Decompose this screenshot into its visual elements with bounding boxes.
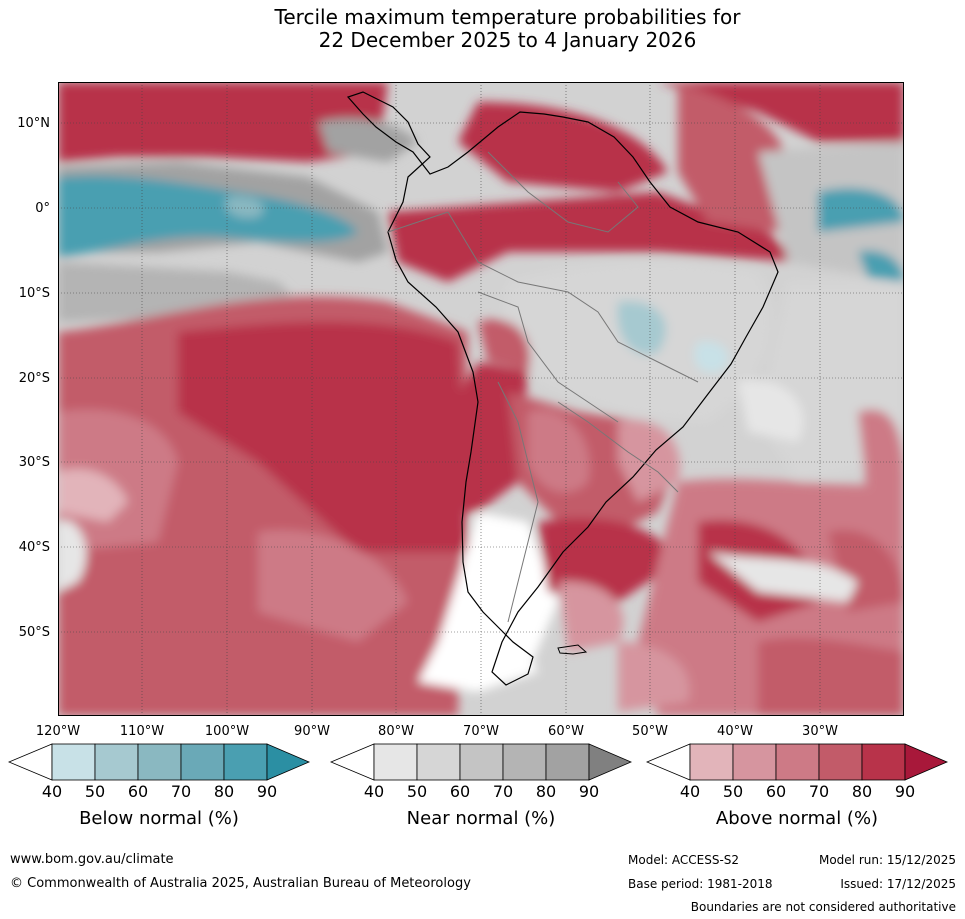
above-tick-50: 50 (722, 782, 744, 801)
colorbar-below-cap-high (266, 743, 310, 781)
map-title-line-1: Tercile maximum temperature probabilitie… (274, 5, 741, 29)
below-tick-90: 90 (256, 782, 278, 801)
lon-label-90w: 90°W (294, 724, 330, 739)
colorbar-above-bin-3 (775, 743, 820, 781)
above-tick-40: 40 (679, 782, 701, 801)
near-tick-50: 50 (406, 782, 428, 801)
colorbar-near-bin-3 (459, 743, 504, 781)
colorbar-near-cap-high (588, 743, 632, 781)
colorbar-near-cap-low (330, 743, 375, 781)
model-run-text: Model run: 15/12/2025 (818, 853, 956, 867)
lon-label-50w: 50°W (632, 724, 668, 739)
model-text: Model: ACCESS-S2 (628, 853, 740, 867)
south-america-coastline (346, 91, 779, 686)
colorbar-above-cap-high (904, 743, 948, 781)
above-tick-80: 80 (851, 782, 873, 801)
colorbar-below-bin-5 (223, 743, 268, 781)
colorbar-below-bin-3 (137, 743, 182, 781)
near-tick-80: 80 (535, 782, 557, 801)
lon-label-40w: 40°W (717, 724, 753, 739)
colorbar-below-bin-2 (94, 743, 139, 781)
map-title-line-2: 22 December 2025 to 4 January 2026 (318, 28, 697, 52)
lat-label-40s: 40°S (18, 540, 50, 555)
issued-text: Issued: 17/12/2025 (840, 877, 956, 891)
below-tick-40: 40 (41, 782, 63, 801)
lat-label-50s: 50°S (18, 625, 50, 640)
below-tick-60: 60 (127, 782, 149, 801)
probability-field (58, 82, 904, 716)
colorbar-below-normal (8, 743, 310, 781)
colorbar-below-bin-4 (180, 743, 225, 781)
lat-label-10n: 10°N (17, 116, 50, 131)
lon-label-70w: 70°W (463, 724, 499, 739)
lon-label-30w: 30°W (802, 724, 838, 739)
above-normal-label: Above normal (%) (715, 808, 879, 829)
near-normal-label: Near normal (%) (406, 808, 556, 829)
colorbar-above-bin-5 (861, 743, 906, 781)
copyright-text: © Commonwealth of Australia 2025, Austra… (10, 876, 471, 891)
above-tick-60: 60 (765, 782, 787, 801)
colorbar-near-bin-4 (502, 743, 547, 781)
below-tick-50: 50 (84, 782, 106, 801)
colorbar-near-bin-2 (416, 743, 461, 781)
colorbar-above-cap-low (646, 743, 691, 781)
below-normal-label: Below normal (%) (79, 808, 239, 829)
lat-label-20s: 20°S (18, 371, 50, 386)
colorbar-below-cap-low (8, 743, 53, 781)
lat-label-10s: 10°S (18, 286, 50, 301)
lon-label-110w: 110°W (119, 724, 165, 739)
lon-label-60w: 60°W (548, 724, 584, 739)
colorbar-near-normal (330, 743, 632, 781)
lon-label-80w: 80°W (378, 724, 414, 739)
near-tick-70: 70 (492, 782, 514, 801)
colorbar-above-bin-2 (732, 743, 777, 781)
website-link[interactable]: www.bom.gov.au/climate (10, 852, 174, 867)
lat-label-30s: 30°S (18, 455, 50, 470)
below-tick-70: 70 (170, 782, 192, 801)
below-tick-80: 80 (213, 782, 235, 801)
colorbar-near-bin-5 (545, 743, 590, 781)
colorbar-below-bin-1 (51, 743, 96, 781)
above-tick-90: 90 (894, 782, 916, 801)
probability-map (58, 82, 904, 716)
near-tick-40: 40 (363, 782, 385, 801)
colorbar-near-bin-1 (373, 743, 418, 781)
lon-label-120w: 120°W (35, 724, 81, 739)
above-tick-70: 70 (808, 782, 830, 801)
base-period-text: Base period: 1981-2018 (628, 877, 773, 891)
near-tick-90: 90 (578, 782, 600, 801)
country-boundaries (387, 151, 699, 623)
colorbar-above-bin-4 (818, 743, 863, 781)
lat-label-0: 0° (35, 201, 50, 216)
near-tick-60: 60 (449, 782, 471, 801)
colorbar-above-normal (646, 743, 948, 781)
lon-label-100w: 100°W (204, 724, 250, 739)
colorbar-above-bin-1 (689, 743, 734, 781)
boundaries-disclaimer: Boundaries are not considered authoritat… (690, 900, 956, 914)
